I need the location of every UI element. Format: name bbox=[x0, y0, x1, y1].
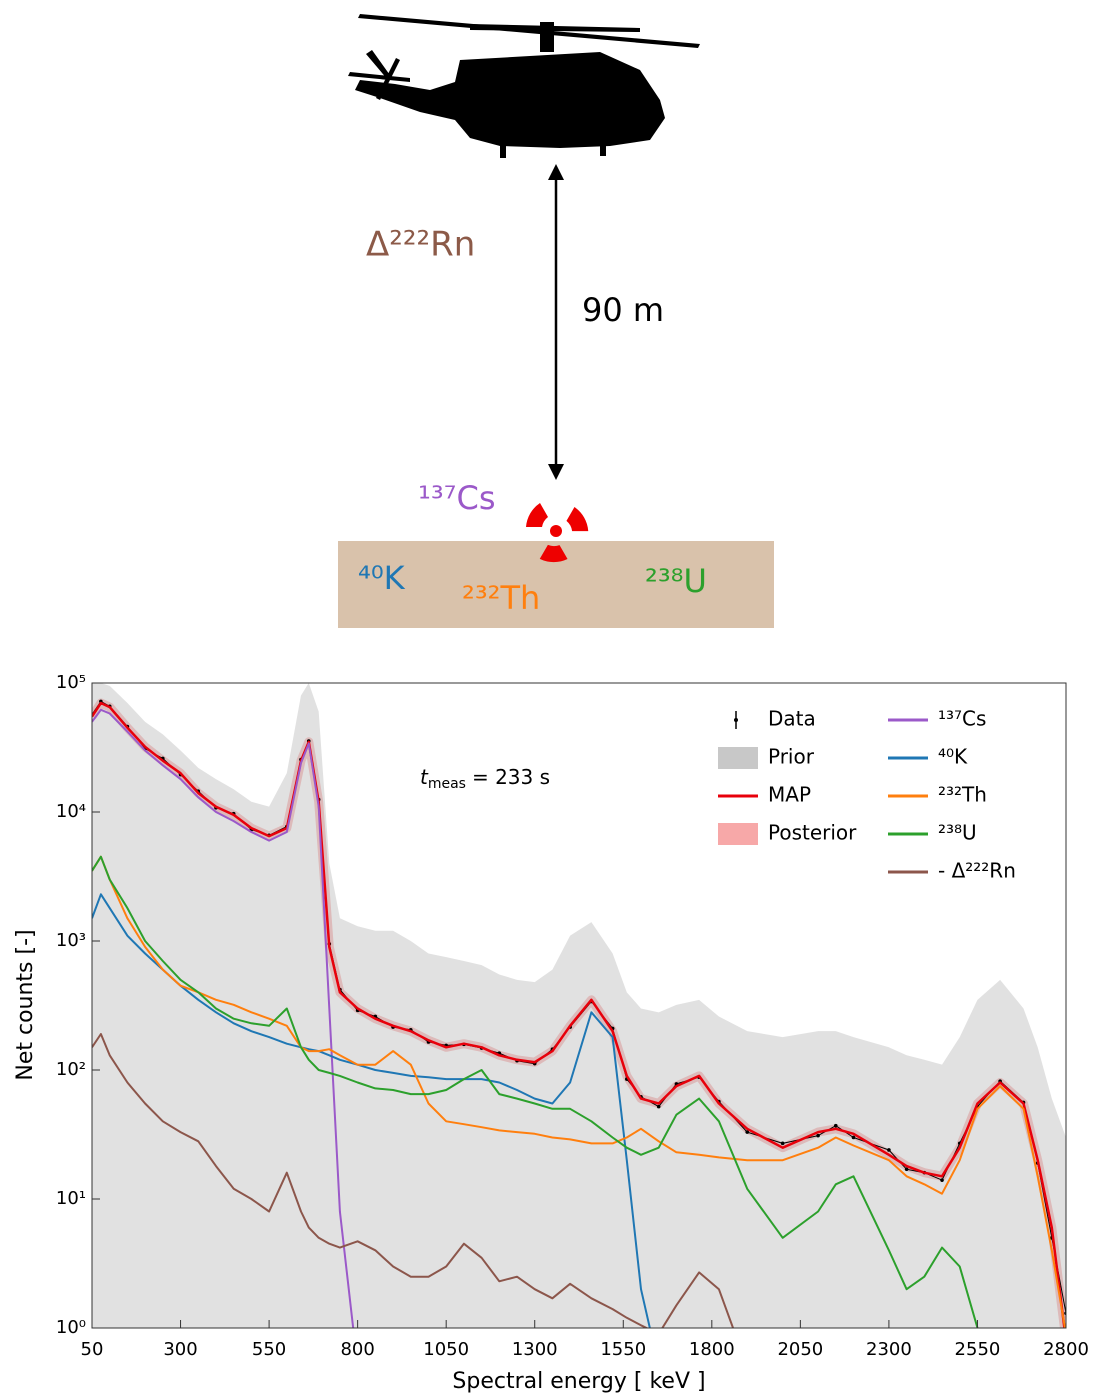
x-tick-label: 50 bbox=[81, 1339, 104, 1360]
y-tick-label: 10¹ bbox=[56, 1188, 86, 1209]
x-tick-label: 1800 bbox=[689, 1339, 735, 1360]
prior-area bbox=[92, 683, 1066, 1328]
data-point bbox=[745, 1130, 750, 1134]
data-point bbox=[851, 1135, 856, 1140]
th-label: ²³²Th bbox=[462, 579, 540, 617]
data-point bbox=[816, 1133, 820, 1138]
u-label: ²³⁸U bbox=[645, 562, 707, 600]
helicopter bbox=[348, 14, 700, 158]
annotation-symbol: t bbox=[420, 765, 429, 789]
data-point bbox=[887, 1148, 891, 1152]
y-tick-label: 10² bbox=[56, 1059, 86, 1080]
legend-label: MAP bbox=[768, 783, 811, 807]
data-point bbox=[904, 1167, 909, 1172]
series-line bbox=[92, 1033, 735, 1328]
x-tick-label: 1050 bbox=[423, 1339, 469, 1360]
y-tick-label: 10³ bbox=[56, 930, 86, 951]
legend-label: ⁴⁰K bbox=[938, 745, 968, 769]
x-axis-label: Spectral energy [ keV ] bbox=[452, 1369, 705, 1394]
data-point bbox=[833, 1123, 838, 1128]
radiation-symbol bbox=[526, 503, 589, 563]
radon-label: Δ²²²Rn bbox=[366, 225, 475, 265]
plot-area bbox=[92, 683, 1066, 1328]
legend-swatch bbox=[718, 823, 758, 845]
annotation-text: = 233 s bbox=[472, 765, 550, 789]
chart: 50 300 550 800 1050 1300 1550 1800 2050 2300 2550 2… bbox=[56, 672, 1089, 1360]
legend-label: ¹³⁷Cs bbox=[938, 707, 986, 731]
series-line bbox=[92, 855, 1066, 1328]
series-line bbox=[92, 708, 355, 1328]
plot-frame bbox=[91, 682, 1067, 1329]
legend-swatch bbox=[734, 718, 738, 722]
legend-label: Data bbox=[768, 707, 816, 731]
annotation: tmeas = 233 s bbox=[420, 765, 550, 793]
k-label: ⁴⁰K bbox=[358, 559, 406, 597]
series-line bbox=[92, 855, 979, 1328]
legend-swatch bbox=[718, 747, 758, 769]
x-tick-label: 2800 bbox=[1043, 1339, 1089, 1360]
x-tick-label: 550 bbox=[252, 1339, 286, 1360]
data-point bbox=[780, 1141, 785, 1146]
data-point bbox=[656, 1104, 661, 1109]
legend-label: ²³⁸U bbox=[938, 821, 977, 845]
distance-label: 90 m bbox=[582, 291, 664, 329]
y-tick-label: 10⁴ bbox=[56, 801, 86, 822]
legend-label: Posterior bbox=[768, 821, 857, 845]
x-tick-label: 2550 bbox=[955, 1339, 1001, 1360]
y-tick-label: 10⁵ bbox=[56, 672, 86, 693]
series-line bbox=[92, 701, 1066, 1328]
x-tick-label: 2050 bbox=[777, 1339, 823, 1360]
x-tick-label: 1550 bbox=[600, 1339, 646, 1360]
annotation-subscript: meas bbox=[428, 776, 466, 792]
x-tick-label: 1300 bbox=[512, 1339, 558, 1360]
y-tick-label: 10⁰ bbox=[56, 1317, 86, 1338]
y-axis-label: Net counts [-] bbox=[13, 929, 38, 1080]
legend-label: ²³²Th bbox=[938, 783, 987, 807]
data-point bbox=[940, 1178, 944, 1182]
cs-label: ¹³⁷Cs bbox=[418, 479, 496, 517]
legend-label: - Δ²²²Rn bbox=[938, 859, 1016, 883]
x-tick-label: 2300 bbox=[866, 1339, 912, 1360]
x-tick-label: 300 bbox=[163, 1339, 197, 1360]
x-tick-label: 800 bbox=[340, 1339, 374, 1360]
legend-label: Prior bbox=[768, 745, 815, 769]
illustration: 90 m Δ²²²Rn ¹³⁷Cs ⁴⁰K ²³²Th ²³⁸U bbox=[338, 14, 774, 628]
